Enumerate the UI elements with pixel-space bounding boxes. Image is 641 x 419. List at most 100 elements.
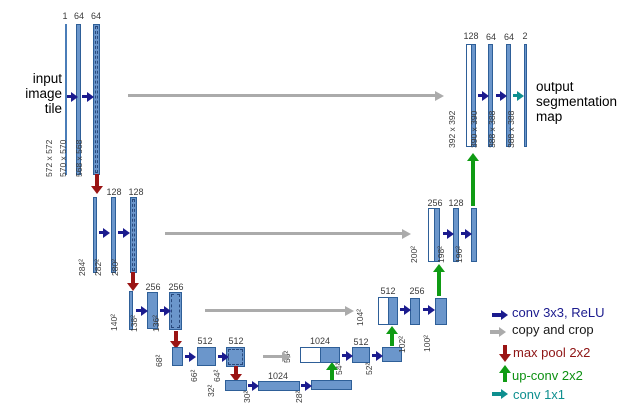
dec1-size-388b: 388 x 388: [506, 110, 516, 148]
enc2-feature-map-284: [93, 197, 97, 273]
enc1-channels-64a: 64: [73, 11, 84, 21]
output-label-line: segmentation: [536, 94, 618, 109]
legend-copy-crop-label: copy and crop: [512, 322, 594, 337]
input-label-line: image: [25, 86, 62, 101]
dec2-size-196: 196²: [454, 245, 464, 263]
output-label-line: map: [536, 109, 563, 124]
dec1-size-392: 392 x 392: [447, 110, 457, 148]
dec3-size-102: 102²: [397, 335, 407, 353]
up-conv-arrow: [433, 264, 445, 296]
enc3-size-140: 140²: [109, 313, 119, 331]
conv-arrow: [160, 305, 171, 316]
conv-arrow: [67, 91, 78, 102]
conv-arrow: [461, 228, 472, 239]
enc4-size-64: 64²: [212, 369, 222, 382]
input-image-tile-label: input image tile: [16, 71, 62, 116]
copy-crop-arrow: [263, 351, 291, 362]
conv-arrow: [301, 380, 312, 391]
enc1-size-572: 572 x 572: [44, 139, 54, 177]
legend-max-pool-label: max pool 2x2: [513, 345, 591, 360]
up-conv-arrow: [386, 326, 398, 346]
enc2-feature-map-280: [130, 197, 137, 273]
dec1-channels-64a: 64: [485, 32, 496, 42]
legend-up-conv-arrow: [499, 365, 511, 382]
max-pool-arrow: [91, 174, 103, 194]
dec1-channels-64b: 64: [503, 32, 514, 42]
dec2-channels-128: 128: [448, 198, 464, 208]
enc1-size-570: 570 x 570: [58, 139, 68, 177]
conv-arrow: [99, 227, 110, 238]
dec4-size-52: 52²: [364, 362, 374, 375]
dec1-channels-2: 2: [522, 31, 528, 41]
enc1-size-568: 568 x 568: [74, 139, 84, 177]
conv-arrow: [82, 91, 94, 102]
enc4-size-66: 66²: [189, 369, 199, 382]
copied-features-half: [301, 348, 320, 362]
enc4-feature-map-68: [172, 347, 183, 366]
enc4-size-68: 68²: [154, 354, 164, 367]
conv-arrow: [118, 227, 130, 238]
legend-max-pool-arrow: [499, 345, 511, 362]
conv-arrow: [478, 90, 489, 101]
bottom-feature-map-32: [225, 380, 247, 391]
conv-arrow: [423, 304, 435, 315]
dec1-channels-128: 128: [463, 31, 479, 41]
up-conv-arrow: [326, 362, 338, 380]
output-segmentation-map-label: output segmentation map: [536, 79, 636, 124]
conv-arrow: [443, 228, 454, 239]
dec3-channels-512: 512: [380, 286, 396, 296]
conv-arrow: [218, 351, 229, 362]
bottom-channels-1024: 1024: [267, 371, 289, 381]
enc1-feature-map-572: [65, 24, 67, 175]
enc1-channels-1: 1: [62, 11, 68, 21]
up-conv-arrow: [467, 153, 479, 206]
bottom-feature-map-30: [258, 381, 300, 391]
enc3-feature-map-140: [129, 291, 133, 330]
upconv-features-half: [470, 45, 475, 146]
copied-features-half: [429, 209, 434, 261]
output-label-line: output: [536, 79, 574, 94]
dec1-size-390: 390 x 390: [469, 110, 479, 148]
legend-conv-arrow: [492, 310, 508, 320]
enc2-size-284: 284²: [77, 258, 87, 276]
enc2-feature-map-282: [111, 197, 116, 273]
dec3-feature-map-100: [435, 298, 447, 325]
enc4-channels-512b: 512: [228, 336, 244, 346]
dec4-concat-map-56: [300, 347, 340, 363]
input-label-line: tile: [44, 101, 62, 116]
copy-crop-arrow: [128, 90, 444, 101]
upconv-features-half: [319, 348, 339, 362]
legend-conv1x1-arrow: [492, 389, 508, 399]
dec4-channels-1024: 1024: [309, 336, 331, 346]
copy-crop-arrow: [165, 228, 411, 239]
dec1-concat-map-392: [466, 44, 476, 147]
dec3-size-104: 104²: [355, 308, 365, 326]
max-pool-arrow: [170, 331, 182, 349]
enc3-size-138: 138²: [129, 314, 139, 332]
upconv-features-half: [433, 209, 439, 261]
dec3-concat-map-104: [378, 297, 398, 325]
dec2-concat-map-200: [428, 208, 440, 262]
dec4-size-54: 54²: [334, 362, 344, 375]
bottom-size-30: 30²: [242, 390, 252, 403]
enc3-channels-256a: 256: [145, 282, 161, 292]
dec3-channels-256: 256: [409, 286, 425, 296]
enc2-size-280: 280²: [110, 258, 120, 276]
enc2-channels-128a: 128: [106, 187, 122, 197]
conv-arrow: [185, 351, 196, 362]
dec1-feature-map-388b: [524, 44, 527, 147]
legend-conv-label: conv 3x3, ReLU: [512, 305, 605, 320]
copied-features-half: [379, 298, 388, 324]
enc3-size-136: 136²: [151, 314, 161, 332]
bottom-size-28: 28²: [294, 390, 304, 403]
enc4-channels-512a: 512: [197, 336, 213, 346]
bottom-size-32: 32²: [206, 384, 216, 397]
enc4-feature-map-66: [197, 347, 216, 366]
conv-arrow: [248, 380, 259, 391]
enc2-size-282: 282²: [93, 258, 103, 276]
dec2-size-198: 198²: [436, 245, 446, 263]
enc3-feature-map-136: [169, 292, 182, 330]
conv-arrow: [400, 304, 411, 315]
conv-arrow: [496, 90, 507, 101]
